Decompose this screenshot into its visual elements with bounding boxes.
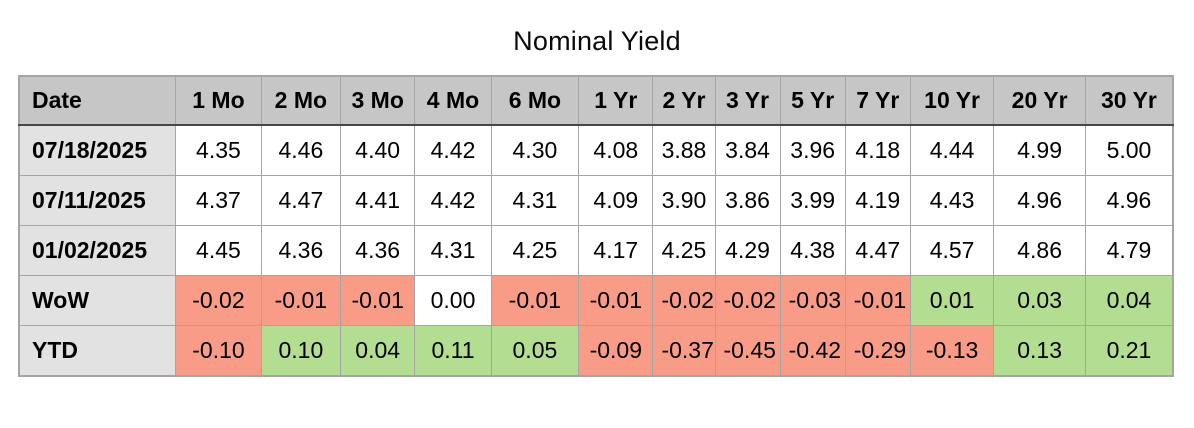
value-cell: 4.25 [652,225,716,276]
value-cell: 4.08 [578,124,654,176]
column-header-date: Date [18,75,177,126]
column-header: 3 Yr [714,75,781,126]
value-cell: 4.47 [844,225,911,276]
value-cell: 4.79 [1084,225,1174,276]
value-cell: 4.38 [779,225,846,276]
table-row: 07/18/2025 4.35 4.46 4.40 4.42 4.30 4.08 3.88 3.… [18,124,1174,176]
value-cell: 4.36 [340,225,416,276]
value-cell: 4.57 [909,225,995,276]
value-cell: 4.46 [260,124,342,176]
column-header: 1 Mo [175,75,262,126]
value-cell: 4.17 [578,225,654,276]
column-header: 30 Yr [1084,75,1174,126]
column-header: 4 Mo [414,75,492,126]
column-header: 6 Mo [490,75,580,126]
value-cell: 4.19 [844,175,911,226]
value-cell: -0.01 [340,275,416,326]
value-cell: -0.01 [844,275,911,326]
column-header: 2 Yr [652,75,716,126]
value-cell: -0.03 [779,275,846,326]
value-cell: 4.41 [340,175,416,226]
value-cell: 4.31 [414,225,492,276]
value-cell: -0.37 [652,325,716,377]
value-cell: 4.44 [909,124,995,176]
value-cell: -0.09 [578,325,654,377]
value-cell: -0.01 [490,275,580,326]
page-title: Nominal Yield [513,26,681,56]
value-cell: 4.42 [414,175,492,226]
value-cell: -0.02 [175,275,262,326]
column-header: 7 Yr [844,75,911,126]
value-cell: 3.96 [779,124,846,176]
value-cell: 3.88 [652,124,716,176]
column-header: 20 Yr [993,75,1086,126]
column-header: 3 Mo [340,75,416,126]
table-row: 01/02/2025 4.45 4.36 4.36 4.31 4.25 4.17 4.25 4.… [18,225,1174,276]
row-label: WoW [18,275,177,326]
value-cell: 0.04 [340,325,416,377]
header-row: Date 1 Mo 2 Mo 3 Mo 4 Mo 6 Mo 1 Yr 2 Yr 3 Yr 5 Yr… [18,75,1174,126]
value-cell: 4.96 [1084,175,1174,226]
value-cell: 4.18 [844,124,911,176]
value-cell: -0.10 [175,325,262,377]
value-cell: 0.04 [1084,275,1174,326]
value-cell: 4.45 [175,225,262,276]
row-label: 01/02/2025 [18,225,177,276]
value-cell: 4.35 [175,124,262,176]
value-cell: 4.99 [993,124,1086,176]
value-cell: 4.47 [260,175,342,226]
value-cell: 0.05 [490,325,580,377]
column-header: 10 Yr [909,75,995,126]
value-cell: 4.25 [490,225,580,276]
value-cell: 4.30 [490,124,580,176]
value-cell: 4.40 [340,124,416,176]
table-body: 07/18/2025 4.35 4.46 4.40 4.42 4.30 4.08 3.88 3.… [18,124,1174,377]
value-cell: 5.00 [1084,124,1174,176]
value-cell: 0.01 [909,275,995,326]
column-header: 1 Yr [578,75,654,126]
value-cell: 3.90 [652,175,716,226]
value-cell: 0.10 [260,325,342,377]
yield-table: Date 1 Mo 2 Mo 3 Mo 4 Mo 6 Mo 1 Yr 2 Yr 3 Yr 5 Yr… [18,75,1174,377]
value-cell: -0.29 [844,325,911,377]
value-cell: -0.01 [260,275,342,326]
column-header: 2 Mo [260,75,342,126]
value-cell: 0.13 [993,325,1086,377]
value-cell: 4.86 [993,225,1086,276]
column-header: 5 Yr [779,75,846,126]
value-cell: 4.29 [714,225,781,276]
value-cell: -0.02 [652,275,716,326]
value-cell: 0.03 [993,275,1086,326]
value-cell: 4.31 [490,175,580,226]
value-cell: 4.09 [578,175,654,226]
value-cell: -0.42 [779,325,846,377]
value-cell: 4.96 [993,175,1086,226]
value-cell: -0.13 [909,325,995,377]
value-cell: -0.01 [578,275,654,326]
row-label: 07/11/2025 [18,175,177,226]
value-cell: 4.43 [909,175,995,226]
value-cell: 4.36 [260,225,342,276]
value-cell: 3.86 [714,175,781,226]
table-header: Date 1 Mo 2 Mo 3 Mo 4 Mo 6 Mo 1 Yr 2 Yr 3 Yr 5 Yr… [18,75,1174,126]
value-cell: 3.84 [714,124,781,176]
value-cell: -0.45 [714,325,781,377]
row-label: 07/18/2025 [18,124,177,176]
value-cell: 0.11 [414,325,492,377]
table-row: YTD -0.10 0.10 0.04 0.11 0.05 -0.09 -0.37 -0.45-… [18,325,1174,377]
table-row: WoW -0.02 -0.01 -0.01 0.00 -0.01 -0.01 -0.02 -0.… [18,275,1174,326]
value-cell: 0.21 [1084,325,1174,377]
value-cell: 3.99 [779,175,846,226]
table-row: 07/11/2025 4.37 4.47 4.41 4.42 4.31 4.09 3.90 3.… [18,175,1174,226]
value-cell: 4.37 [175,175,262,226]
value-cell: -0.02 [714,275,781,326]
row-label: YTD [18,325,177,377]
value-cell: 0.00 [414,275,492,326]
value-cell: 4.42 [414,124,492,176]
